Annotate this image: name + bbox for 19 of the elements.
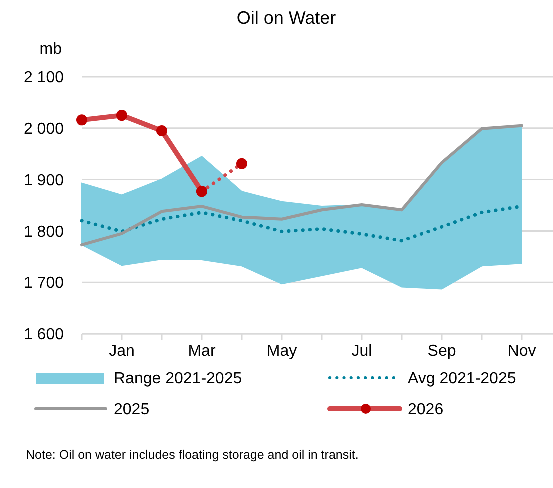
y-axis-title: mb [40, 41, 62, 58]
y-tick-label: 1 800 [24, 224, 64, 241]
legend-label: Range 2021-2025 [114, 370, 242, 388]
y-tick-label: 1 900 [24, 172, 64, 190]
x-tick-label: Jul [352, 343, 372, 360]
x-tick-label: Mar [188, 343, 216, 360]
x-tick-label: May [266, 343, 298, 360]
chart-title: Oil on Water [236, 8, 336, 28]
y-tick-label: 1 700 [24, 275, 64, 292]
y-tick-label: 2 100 [24, 70, 64, 87]
x-tick-label: Sep [428, 343, 456, 360]
legend-label: Avg 2021-2025 [408, 370, 516, 388]
legend-label: 2025 [114, 402, 150, 419]
legend-label: 2026 [408, 402, 444, 419]
text: Note: Oil on water includes floating storage and oil in transit. [26, 448, 359, 462]
y-tick-label: 1 600 [24, 326, 64, 344]
x-tick-label: Jan [109, 343, 135, 360]
x-tick-label: Nov [508, 343, 536, 360]
y-tick-label: 2 000 [24, 121, 64, 138]
